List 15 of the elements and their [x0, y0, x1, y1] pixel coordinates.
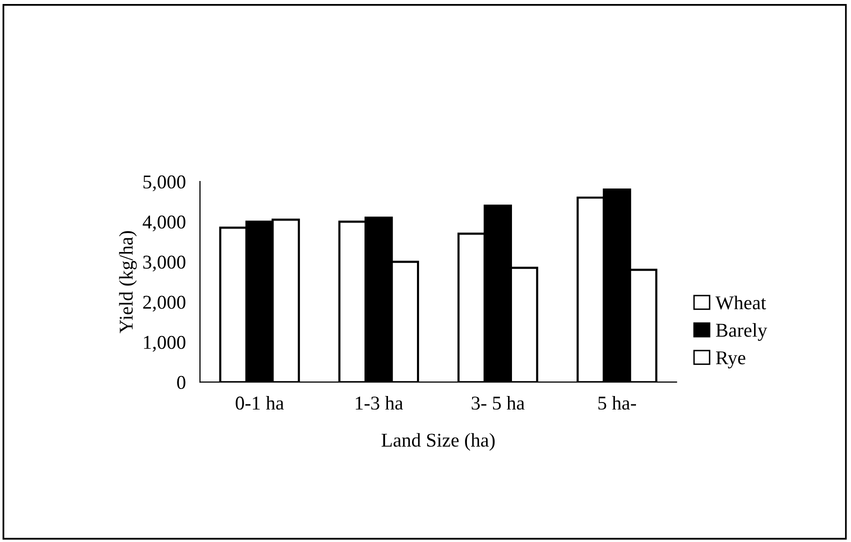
- legend-label: Barely: [716, 323, 768, 341]
- legend-label: Wheat: [715, 296, 766, 310]
- x-tick-label: 3- 5 ha: [472, 396, 525, 410]
- x-tick-label: 5 ha-: [598, 396, 636, 410]
- x-axis-title: Land Size (ha): [382, 433, 495, 451]
- y-tick-label: 4,000: [142, 215, 186, 232]
- y-tick-label: 2,000: [143, 296, 186, 312]
- y-tick-label: 0: [177, 376, 186, 390]
- x-tick-label: 1-3 ha: [356, 396, 403, 410]
- x-tick-label: 0-1 ha: [236, 396, 284, 410]
- y-axis-title: Yield (kg/ha): [119, 231, 137, 334]
- y-tick-label: 5,000: [143, 175, 186, 192]
- legend-label: Rye: [716, 351, 746, 368]
- y-tick-label: 1,000: [144, 336, 186, 352]
- y-tick-label: 3,000: [143, 256, 186, 272]
